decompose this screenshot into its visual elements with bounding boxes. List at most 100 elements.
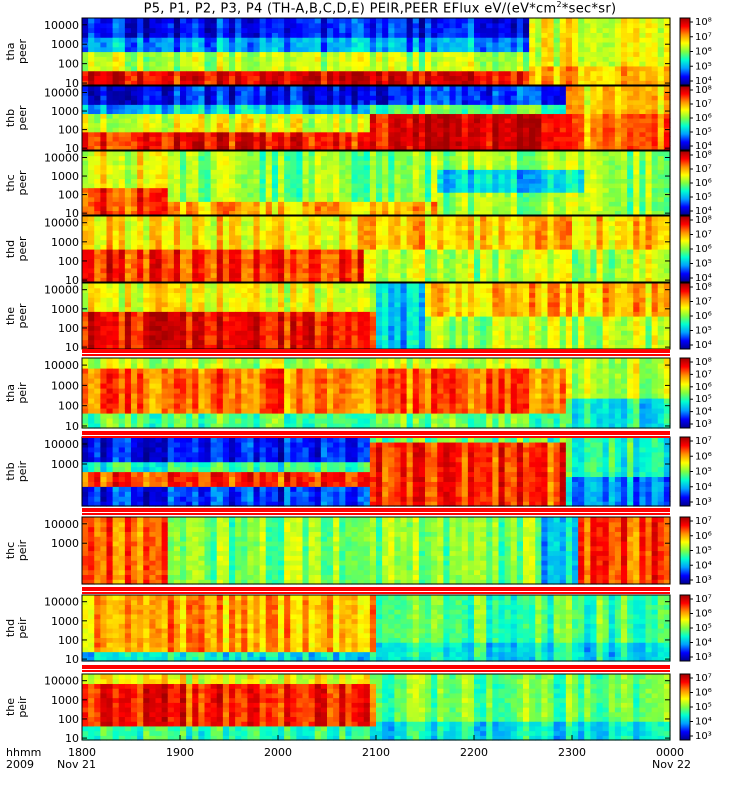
spectrogram-cell <box>418 95 426 101</box>
spectrogram-cell <box>565 155 573 161</box>
spectrogram-cell <box>369 210 377 216</box>
spectrogram-cell <box>314 192 322 198</box>
spectrogram-cell <box>572 108 579 115</box>
spectrogram-cell <box>216 122 224 128</box>
spectrogram-cell <box>449 108 457 115</box>
spectrogram-cell <box>327 205 334 212</box>
spectrogram-cell <box>449 230 457 236</box>
spectrogram-cell <box>143 192 150 198</box>
spectrogram-cell <box>296 277 304 283</box>
spectrogram-cell <box>198 131 206 137</box>
spectrogram-cell <box>492 183 500 189</box>
spectrogram-cell <box>94 187 101 193</box>
spectrogram-cell <box>412 244 420 250</box>
spectrogram-cell <box>320 75 328 81</box>
spectrogram-cell <box>437 51 444 57</box>
spectrogram-cell <box>369 136 377 142</box>
spectrogram-cell <box>271 41 279 48</box>
spectrogram-cell <box>259 122 267 128</box>
spectrogram-cell <box>161 86 169 92</box>
spectrogram-cell <box>216 267 224 274</box>
spectrogram-cell <box>155 277 163 283</box>
spectrogram-cell <box>412 140 420 147</box>
spectrogram-cell <box>265 183 273 189</box>
spectrogram-cell <box>112 18 120 24</box>
spectrogram-cell <box>565 131 573 137</box>
spectrogram-cell <box>602 51 610 57</box>
spectrogram-cell <box>529 155 536 161</box>
spectrogram-cell <box>327 90 334 96</box>
spectrogram-cell <box>633 183 640 189</box>
spectrogram-cell <box>204 258 212 264</box>
spectrogram-cell <box>296 127 304 133</box>
spectrogram-cell <box>651 131 659 137</box>
spectrogram-cell <box>253 61 261 67</box>
spectrogram-cell <box>314 22 322 29</box>
spectrogram-cell <box>253 183 261 189</box>
spectrogram-cell <box>437 145 444 151</box>
spectrogram-cell <box>523 118 530 124</box>
spectrogram-cell <box>118 187 126 193</box>
spectrogram-cell <box>308 210 316 216</box>
spectrogram-cell <box>339 201 346 207</box>
spectrogram-cell <box>284 32 291 38</box>
spectrogram-cell <box>480 136 487 142</box>
spectrogram-cell <box>308 95 316 101</box>
spectrogram-cell <box>284 210 291 216</box>
spectrogram-cell <box>82 122 89 128</box>
spectrogram-cell <box>204 173 212 180</box>
spectrogram-cell <box>143 108 150 115</box>
spectrogram-cell <box>216 196 224 202</box>
spectrogram-cell <box>388 205 395 212</box>
spectrogram-cell <box>229 118 236 124</box>
spectrogram-cell <box>541 51 549 57</box>
spectrogram-cell <box>106 127 114 133</box>
spectrogram-cell <box>241 178 248 184</box>
spectrogram-cell <box>504 86 512 92</box>
spectrogram-cell <box>376 86 383 92</box>
spectrogram-cell <box>498 104 506 110</box>
spectrogram-cell <box>339 86 346 92</box>
spectrogram-cell <box>388 95 395 101</box>
spectrogram-cell <box>553 127 561 133</box>
spectrogram-cell <box>559 183 567 189</box>
spectrogram-cell <box>523 86 530 92</box>
spectrogram-cell <box>498 192 506 198</box>
spectrogram-cell <box>363 41 371 48</box>
spectrogram-cell <box>449 173 457 180</box>
spectrogram-cell <box>431 65 438 72</box>
spectrogram-cell <box>369 22 377 29</box>
spectrogram-cell <box>290 201 297 207</box>
spectrogram-cell <box>271 201 279 207</box>
spectrogram-cell <box>88 160 95 166</box>
spectrogram-cell <box>100 201 108 207</box>
spectrogram-cell <box>621 108 628 115</box>
spectrogram-cell <box>302 272 310 278</box>
spectrogram-cell <box>186 183 193 189</box>
spectrogram-cell <box>265 267 273 274</box>
spectrogram-cell <box>308 225 316 231</box>
spectrogram-cell <box>657 183 665 189</box>
spectrogram-cell <box>633 70 640 77</box>
spectrogram-cell <box>167 90 175 96</box>
spectrogram-cell <box>265 160 273 166</box>
spectrogram-cell <box>504 210 512 216</box>
spectrogram-cell <box>602 155 610 161</box>
spectrogram-cell <box>651 205 659 212</box>
spectrogram-cell <box>241 234 248 241</box>
spectrogram-cell <box>118 169 126 175</box>
spectrogram-cell <box>222 225 230 231</box>
spectrogram-cell <box>180 183 187 189</box>
spectrogram-cell <box>369 70 377 77</box>
spectrogram-cell <box>143 37 150 43</box>
spectrogram-cell <box>559 151 567 157</box>
spectrogram-cell <box>639 173 647 180</box>
spectrogram-cell <box>400 65 408 72</box>
spectrogram-cell <box>388 169 395 175</box>
spectrogram-cell <box>449 118 457 124</box>
spectrogram-cell <box>516 41 524 48</box>
spectrogram-cell <box>523 169 530 175</box>
spectrogram-cell <box>186 267 193 274</box>
spectrogram-cell <box>247 56 255 62</box>
spectrogram-cell <box>137 183 144 189</box>
